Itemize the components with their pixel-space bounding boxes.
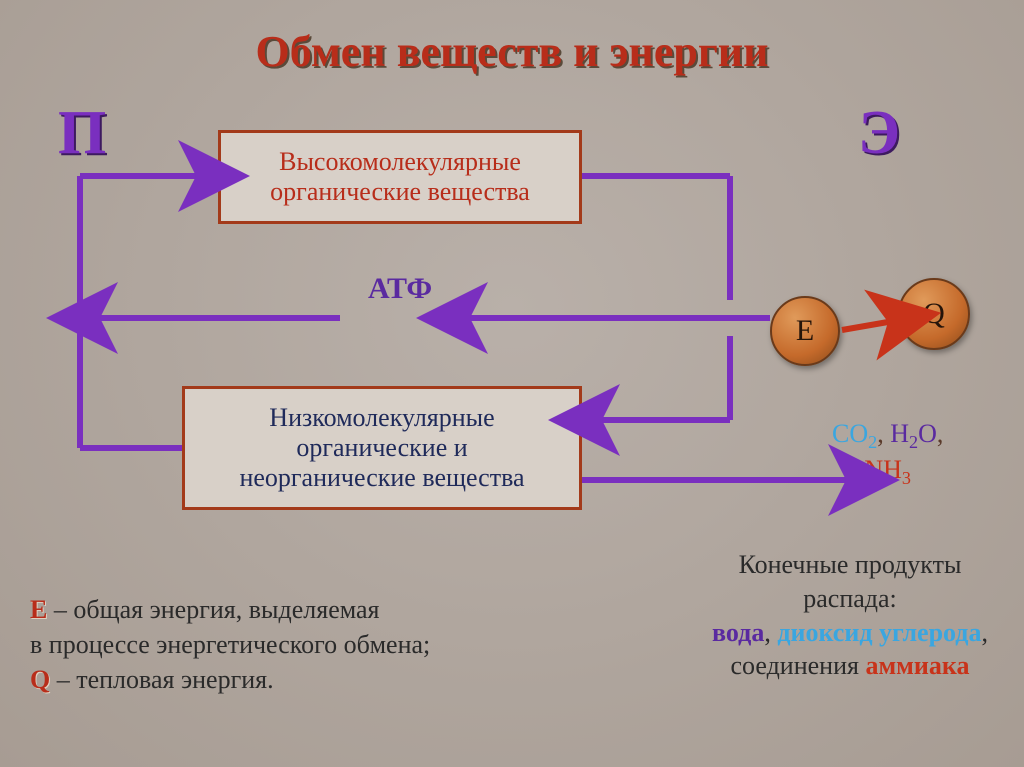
legend-block: E – общая энергия, выделяемаяв процессе … bbox=[30, 592, 430, 697]
circle-q-label: Q bbox=[923, 297, 945, 331]
box-bottom-line3: неорганические вещества bbox=[239, 463, 524, 493]
letter-e-text: Э bbox=[858, 99, 900, 167]
circle-e-label: E bbox=[796, 314, 814, 348]
box-high-molecular: Высокомолекулярные органические вещества bbox=[218, 130, 582, 224]
letter-p: П bbox=[58, 98, 106, 169]
end-products-block: Конечные продуктыраспада:вода, диоксид у… bbox=[690, 548, 1010, 683]
circle-heat: Q bbox=[898, 278, 970, 350]
letter-p-text: П bbox=[58, 99, 106, 167]
title-text: Обмен веществ и энергии bbox=[255, 27, 768, 76]
circle-energy: E bbox=[770, 296, 840, 366]
box-bottom-line1: Низкомолекулярные bbox=[269, 403, 494, 433]
atf-label: АТФ bbox=[368, 272, 432, 306]
slide-root: Обмен веществ и энергии П Э Высокомолеку… bbox=[0, 0, 1024, 767]
box-low-molecular: Низкомолекулярные органические и неорган… bbox=[182, 386, 582, 510]
end-formulas: CO2, H2O,NH3 bbox=[832, 418, 943, 490]
letter-e: Э bbox=[858, 98, 900, 169]
box-top-line2: органические вещества bbox=[270, 177, 530, 207]
atf-text: АТФ bbox=[368, 272, 432, 305]
box-top-line1: Высокомолекулярные bbox=[279, 147, 521, 177]
box-bottom-line2: органические и bbox=[296, 433, 467, 463]
slide-title: Обмен веществ и энергии bbox=[255, 26, 768, 77]
